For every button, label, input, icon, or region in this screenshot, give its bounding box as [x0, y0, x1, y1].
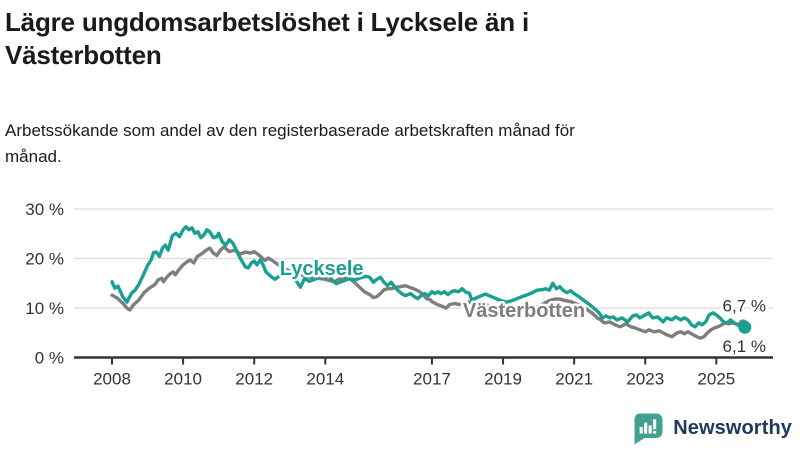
x-axis-tick-label: 2019: [484, 370, 522, 389]
x-axis-tick-label: 2014: [306, 370, 344, 389]
series-line-lycksele: [110, 225, 747, 329]
y-axis-tick-label: 20 %: [25, 250, 64, 269]
x-axis-tick-label: 2017: [413, 370, 451, 389]
page-title: Lägre ungdomsarbetslöshet i Lycksele än …: [5, 7, 530, 71]
end-value-label-lycksele: 6,1 %: [723, 337, 766, 356]
end-value-label-vasterbotten: 6,7 %: [723, 296, 766, 315]
series-end-dot-lycksele: [738, 320, 752, 334]
brand-footer: Newsworthy: [631, 412, 792, 445]
y-axis-tick-label: 0 %: [35, 349, 64, 368]
series-line-vasterbotten: [110, 245, 745, 340]
y-axis-tick-label: 10 %: [25, 299, 64, 318]
brand-name: Newsworthy: [673, 417, 792, 439]
x-axis-tick-label: 2021: [555, 370, 593, 389]
y-axis-tick-label: 30 %: [25, 200, 64, 219]
page-subtitle: Arbetssökande som andel av den registerb…: [5, 121, 575, 167]
series-label-vasterbotten: Västerbotten: [463, 300, 585, 322]
x-axis-tick-label: 2023: [626, 370, 664, 389]
series-label-lycksele: Lycksele: [280, 258, 364, 280]
newsworthy-logo-icon: [634, 413, 663, 445]
x-axis-tick-label: 2010: [164, 370, 202, 389]
x-axis-tick-label: 2025: [697, 370, 735, 389]
x-axis-tick-label: 2008: [93, 370, 131, 389]
x-axis-tick-label: 2012: [235, 370, 273, 389]
